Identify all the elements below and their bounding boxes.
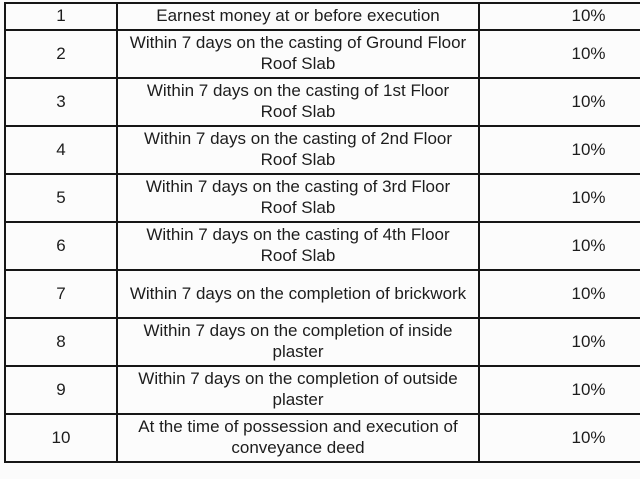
milestone-cell: Within 7 days on the casting of 1st Floo… bbox=[116, 77, 480, 127]
table-row: 3 Within 7 days on the casting of 1st Fl… bbox=[4, 77, 640, 127]
percent-cell: 10% bbox=[478, 2, 640, 31]
serial-number-cell: 3 bbox=[4, 77, 118, 127]
table-row: 7 Within 7 days on the completion of bri… bbox=[4, 269, 640, 319]
milestone-cell: Within 7 days on the completion of outsi… bbox=[116, 365, 480, 415]
percent-cell: 10% bbox=[478, 317, 640, 367]
table-row: 9 Within 7 days on the completion of out… bbox=[4, 365, 640, 415]
table-row: 10 At the time of possession and executi… bbox=[4, 413, 640, 463]
percent-cell: 10% bbox=[478, 77, 640, 127]
percent-cell: 10% bbox=[478, 413, 640, 463]
serial-number-cell: 7 bbox=[4, 269, 118, 319]
table-row: 2 Within 7 days on the casting of Ground… bbox=[4, 29, 640, 79]
serial-number-cell: 10 bbox=[4, 413, 118, 463]
milestone-cell: Within 7 days on the completion of insid… bbox=[116, 317, 480, 367]
serial-number-cell: 8 bbox=[4, 317, 118, 367]
table-row: 6 Within 7 days on the casting of 4th Fl… bbox=[4, 221, 640, 271]
percent-cell: 10% bbox=[478, 125, 640, 175]
serial-number-cell: 1 bbox=[4, 2, 118, 31]
milestone-cell: Within 7 days on the casting of 3rd Floo… bbox=[116, 173, 480, 223]
serial-number-cell: 6 bbox=[4, 221, 118, 271]
serial-number-cell: 2 bbox=[4, 29, 118, 79]
serial-number-cell: 5 bbox=[4, 173, 118, 223]
milestone-cell: Within 7 days on the casting of 2nd Floo… bbox=[116, 125, 480, 175]
payment-schedule-table: 1 Earnest money at or before execution 1… bbox=[4, 2, 640, 463]
serial-number-cell: 9 bbox=[4, 365, 118, 415]
table-row: 1 Earnest money at or before execution 1… bbox=[4, 2, 640, 31]
percent-cell: 10% bbox=[478, 365, 640, 415]
percent-cell: 10% bbox=[478, 29, 640, 79]
milestone-cell: Within 7 days on the completion of brick… bbox=[116, 269, 480, 319]
milestone-cell: Earnest money at or before execution bbox=[116, 2, 480, 31]
milestone-cell: At the time of possession and execution … bbox=[116, 413, 480, 463]
milestone-cell: Within 7 days on the casting of 4th Floo… bbox=[116, 221, 480, 271]
milestone-cell: Within 7 days on the casting of Ground F… bbox=[116, 29, 480, 79]
table-row: 4 Within 7 days on the casting of 2nd Fl… bbox=[4, 125, 640, 175]
percent-cell: 10% bbox=[478, 173, 640, 223]
table-row: 5 Within 7 days on the casting of 3rd Fl… bbox=[4, 173, 640, 223]
serial-number-cell: 4 bbox=[4, 125, 118, 175]
percent-cell: 10% bbox=[478, 221, 640, 271]
table-row: 8 Within 7 days on the completion of ins… bbox=[4, 317, 640, 367]
percent-cell: 10% bbox=[478, 269, 640, 319]
